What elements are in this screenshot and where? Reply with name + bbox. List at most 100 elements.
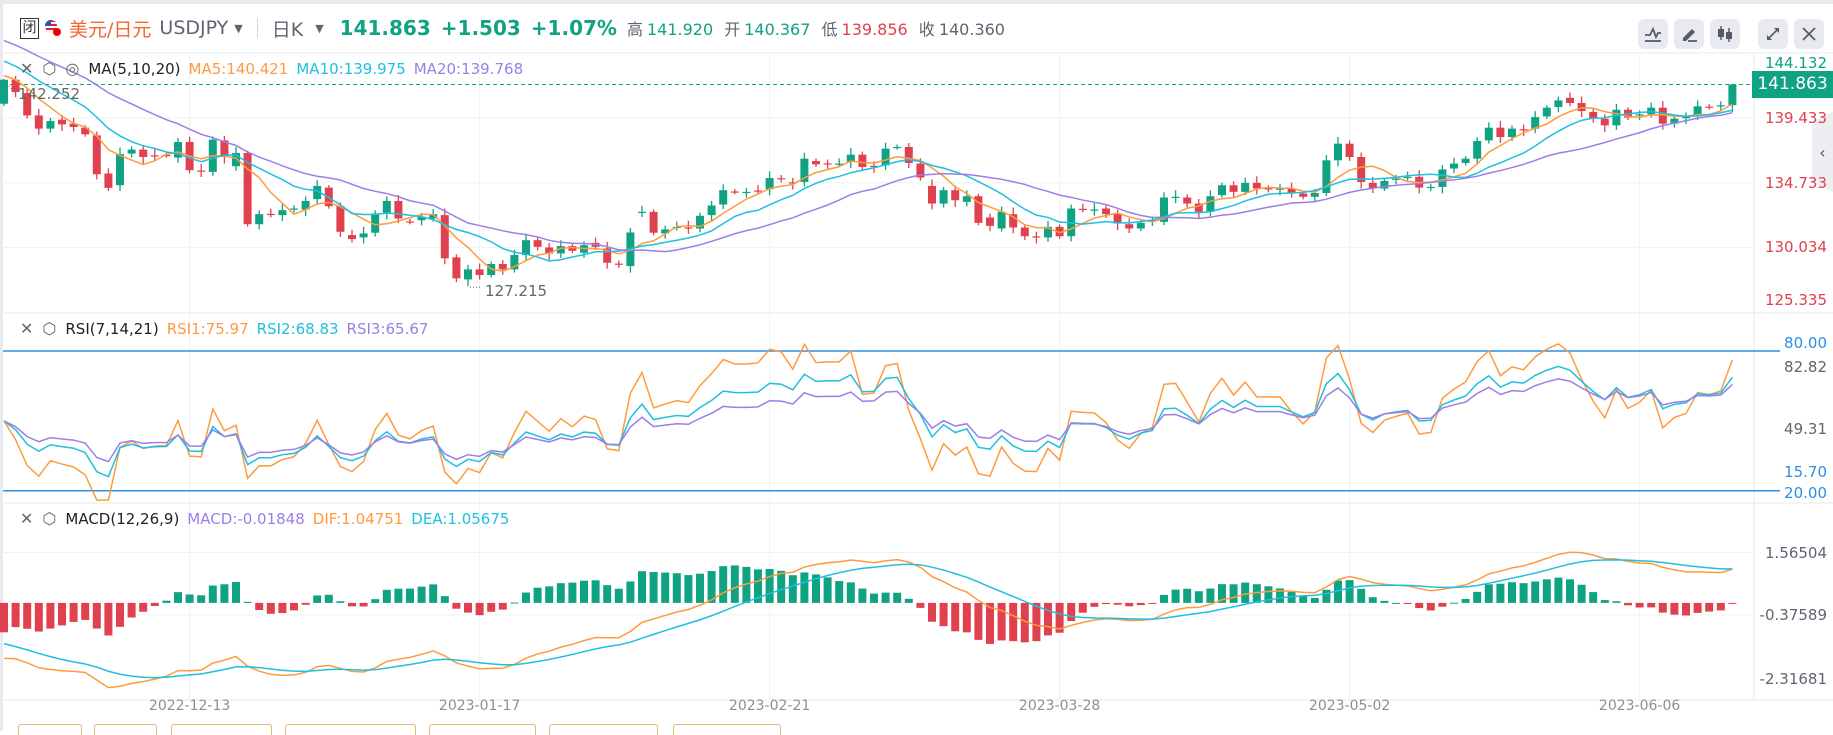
macd-bar bbox=[997, 602, 1006, 641]
candle-up bbox=[1508, 128, 1516, 138]
macd-bar bbox=[846, 582, 855, 603]
macd-bar bbox=[800, 572, 809, 603]
macd-bar bbox=[638, 571, 646, 603]
macd-name: MACD(12,26,9) bbox=[65, 510, 180, 528]
market-closed-icon: 闭 bbox=[20, 17, 39, 39]
macd-bar bbox=[672, 573, 681, 603]
indicator-button[interactable] bbox=[1638, 19, 1668, 49]
candle-up bbox=[661, 229, 670, 234]
timeframe-button[interactable] bbox=[285, 724, 416, 735]
macd-bar bbox=[1484, 584, 1493, 603]
candle-up bbox=[313, 185, 322, 200]
candle-type-icon bbox=[1718, 26, 1732, 42]
candle-up bbox=[1160, 197, 1168, 222]
remove-indicator-icon[interactable]: ✕ bbox=[20, 509, 34, 528]
macd-bar bbox=[649, 572, 658, 603]
timeframe-button[interactable] bbox=[18, 724, 82, 735]
macd-bar bbox=[23, 602, 32, 629]
macd-bar bbox=[1020, 602, 1029, 643]
candle-down bbox=[812, 161, 820, 165]
timeframe-button[interactable] bbox=[673, 724, 781, 735]
timeframe-button[interactable] bbox=[171, 724, 272, 735]
dea-value: DEA:1.05675 bbox=[411, 510, 510, 528]
macd-bar bbox=[1171, 589, 1180, 603]
macd-bar bbox=[1345, 580, 1354, 603]
macd-bar bbox=[1206, 588, 1215, 603]
candle-down bbox=[220, 140, 229, 158]
timeframe-button[interactable] bbox=[94, 724, 157, 735]
close-button[interactable] bbox=[1794, 19, 1824, 49]
timeframe-button[interactable] bbox=[549, 724, 658, 735]
rsi1-value: RSI1:75.97 bbox=[166, 320, 249, 338]
top-border bbox=[0, 0, 1833, 4]
period-selector[interactable]: 日K bbox=[271, 18, 304, 41]
timeframe-button[interactable] bbox=[429, 724, 536, 735]
macd-bar bbox=[580, 580, 588, 603]
candle-up bbox=[1484, 127, 1493, 141]
settings-hexagon-icon[interactable]: ⬡ bbox=[42, 319, 57, 338]
symbol-selector[interactable]: USDJPY bbox=[159, 17, 229, 39]
draw-button[interactable] bbox=[1674, 19, 1704, 49]
expand-button[interactable] bbox=[1758, 19, 1788, 49]
macd-bar bbox=[545, 586, 554, 603]
macd-bar bbox=[81, 602, 90, 620]
macd-bar bbox=[893, 592, 902, 603]
candle-down bbox=[11, 79, 20, 93]
macd-bar bbox=[116, 602, 124, 627]
remove-indicator-icon[interactable]: ✕ bbox=[20, 319, 34, 338]
remove-indicator-icon[interactable]: ✕ bbox=[20, 59, 34, 78]
macd-bar bbox=[359, 602, 368, 607]
macd-bar bbox=[1241, 582, 1250, 603]
indicator-icon bbox=[1645, 26, 1661, 42]
high-value: 141.920 bbox=[646, 20, 714, 39]
macd-bar bbox=[951, 602, 960, 632]
candle-type-button[interactable] bbox=[1710, 19, 1740, 49]
candle-up bbox=[278, 210, 287, 216]
date-axis-label: 2023-05-02 bbox=[1308, 698, 1391, 714]
candle-down bbox=[823, 163, 832, 165]
ma20-line bbox=[3, 39, 1733, 253]
chevron-down-icon[interactable]: ▼ bbox=[315, 21, 324, 35]
candle-up bbox=[359, 233, 368, 238]
rsi2-value: RSI2:68.83 bbox=[256, 320, 339, 338]
macd-bar bbox=[522, 592, 530, 603]
pair-name[interactable]: 美元/日元 bbox=[69, 18, 152, 41]
candle-down bbox=[1577, 103, 1586, 112]
candle-down bbox=[475, 269, 484, 276]
macd-bar bbox=[58, 602, 66, 626]
settings-hexagon-icon[interactable]: ⬡ bbox=[42, 509, 57, 528]
eye-icon[interactable]: ◎ bbox=[65, 59, 80, 78]
candle-up bbox=[696, 215, 704, 229]
price-axis-tick: 130.034 bbox=[1764, 238, 1827, 256]
candle-up bbox=[1241, 182, 1250, 192]
macd-bar bbox=[34, 602, 43, 632]
macd-legend: ✕ ⬡ MACD(12,26,9) MACD:-0.01848 DIF:1.04… bbox=[20, 509, 517, 529]
candle-up bbox=[371, 213, 380, 233]
candle-down bbox=[394, 200, 403, 219]
candle-up bbox=[290, 208, 298, 210]
macd-bar bbox=[1322, 589, 1331, 603]
macd-bar bbox=[1310, 597, 1319, 603]
candle-up bbox=[1148, 220, 1157, 222]
rsi-axis-tick: 49.31 bbox=[1784, 420, 1827, 438]
macd-bar bbox=[382, 589, 391, 603]
candle-up bbox=[127, 149, 136, 154]
candle-down bbox=[34, 115, 43, 129]
macd-bar bbox=[1728, 602, 1737, 604]
macd-bar bbox=[1090, 602, 1099, 607]
candle-up bbox=[510, 255, 519, 270]
divider bbox=[256, 18, 258, 38]
candle-down bbox=[92, 135, 101, 175]
macd-bar bbox=[197, 595, 206, 603]
macd-bar bbox=[1670, 602, 1679, 615]
candle-down bbox=[916, 163, 925, 178]
macd-bar bbox=[1055, 602, 1064, 633]
macd-bar bbox=[336, 601, 345, 603]
collapse-panel-button[interactable]: ‹ bbox=[1812, 112, 1833, 192]
chevron-down-icon[interactable]: ▼ bbox=[234, 21, 243, 35]
candle-up bbox=[1392, 178, 1400, 180]
open-value: 140.367 bbox=[744, 20, 811, 39]
settings-hexagon-icon[interactable]: ⬡ bbox=[42, 59, 57, 78]
candle-down bbox=[1032, 236, 1041, 238]
